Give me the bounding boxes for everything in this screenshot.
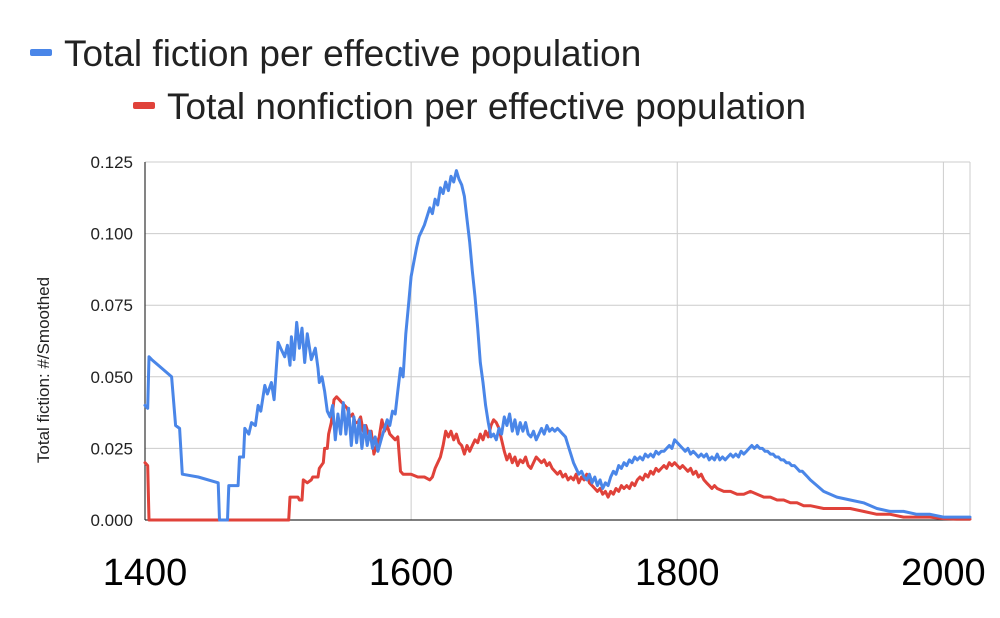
legend-label-fiction: Total fiction per effective population <box>64 33 641 74</box>
gridlines <box>144 161 971 520</box>
legend-item-nonfiction: Total nonfiction per effective populatio… <box>133 86 806 127</box>
legend-label-nonfiction: Total nonfiction per effective populatio… <box>167 86 806 127</box>
series-line-nonfiction <box>143 395 972 522</box>
y-tick-label: 0.125 <box>90 153 133 172</box>
legend-swatch-nonfiction <box>133 102 155 109</box>
legend: Total fiction per effective population T… <box>30 33 806 127</box>
axes <box>144 162 970 521</box>
y-tick-label: 0.000 <box>90 511 133 530</box>
series-line-fiction <box>143 169 972 522</box>
legend-item-fiction: Total fiction per effective population <box>30 33 641 74</box>
x-tick-label: 1400 <box>103 552 188 594</box>
y-tick-labels: 0.000 0.025 0.050 0.075 0.100 0.125 <box>90 153 133 530</box>
x-tick-label: 1600 <box>369 552 454 594</box>
y-tick-label: 0.050 <box>90 368 133 387</box>
x-tick-label: 1800 <box>635 552 720 594</box>
y-tick-label: 0.075 <box>90 296 133 315</box>
y-axis-label: Total fiction: #/Smoothed <box>34 277 53 463</box>
x-tick-label: 2000 <box>901 552 986 594</box>
x-tick-labels: 1400 1600 1800 2000 <box>103 552 986 594</box>
series-lines <box>143 169 972 522</box>
y-tick-label: 0.100 <box>90 225 133 244</box>
legend-swatch-fiction <box>30 49 52 56</box>
y-tick-label: 0.025 <box>90 439 133 458</box>
